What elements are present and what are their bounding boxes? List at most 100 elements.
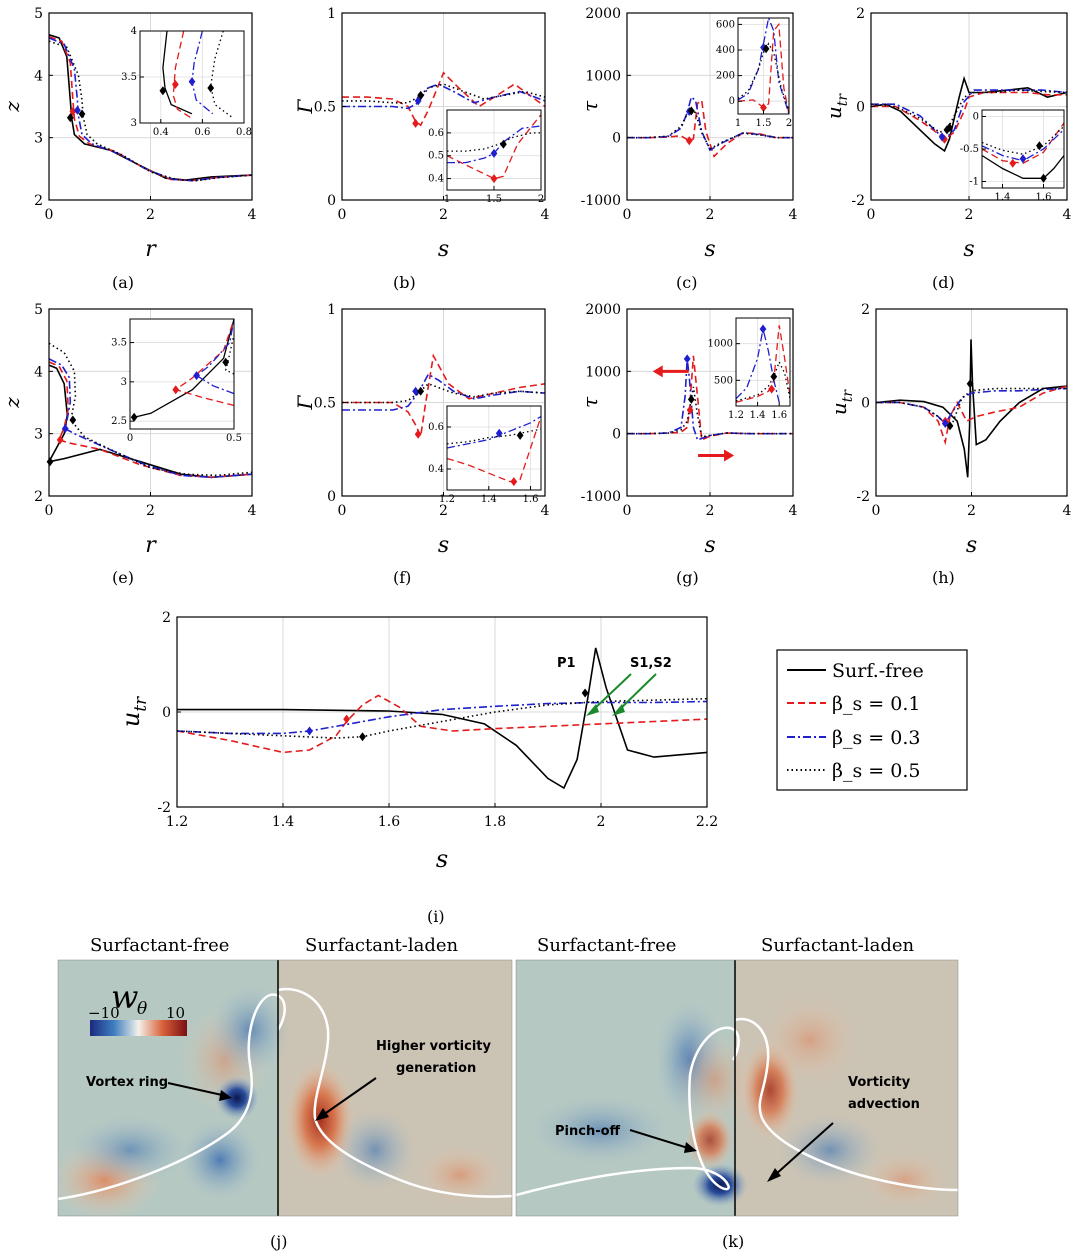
annotation-vorticity-1: Vorticity: [848, 1075, 911, 1090]
series-line: [446, 416, 542, 483]
x-tick-label: 0: [623, 207, 632, 223]
y-axis-label-main: z: [0, 101, 24, 113]
y-tick-label: 2: [861, 302, 870, 318]
y-axis-label-main: τ: [578, 396, 602, 408]
y-tick-label: 2: [856, 6, 865, 22]
x-tick-label: 0.4: [153, 127, 169, 138]
series-line: [48, 358, 253, 479]
y-axis-label-sub: tr: [130, 696, 150, 712]
x-axis-label: s: [438, 533, 449, 558]
marker-diamond: [359, 732, 366, 742]
series-line: [176, 694, 708, 754]
x-tick-label: 2: [597, 814, 606, 830]
y-axis-label: Γ: [293, 98, 317, 114]
chart-f: 0 2 4 0 0.5 1 s Γ 1.2 1.4 1.6 0.4 0.6: [293, 302, 550, 558]
series-line: [627, 386, 793, 438]
y-tick-label: 3: [121, 377, 127, 388]
plot-area: [447, 406, 541, 490]
x-axis-label-main: s: [704, 237, 715, 262]
x-tick-label: 4: [248, 503, 257, 519]
series-line: [176, 697, 708, 739]
y-tick-label: 600: [716, 19, 735, 30]
x-tick-label: 0.5: [226, 433, 242, 444]
y-tick-label: 3: [34, 131, 43, 147]
x-tick-label: 1.4: [481, 494, 497, 505]
marker-diamond: [687, 394, 695, 404]
x-tick-label: 0: [623, 503, 632, 519]
y-axis-label-main: u: [822, 106, 846, 119]
series-line: [871, 91, 1067, 141]
y-tick-label: 0.5: [314, 396, 336, 412]
marker-diamond: [159, 86, 167, 96]
marker-diamond: [516, 430, 524, 440]
x-axis-label-main: s: [704, 533, 715, 558]
marker-diamond: [343, 714, 350, 724]
panel-k-vorticity: Surfactant-free Surfactant-laden Pinch-o…: [515, 935, 959, 1217]
plot-frame: [446, 405, 542, 491]
x-tick-label: 4: [1063, 207, 1072, 223]
x-tick-label: 0: [338, 503, 347, 519]
x-tick-label: 0: [127, 433, 133, 444]
y-tick-label: 0: [327, 489, 336, 505]
y-axis-label-main: u: [117, 712, 145, 727]
x-tick-label: 1.2: [439, 494, 455, 505]
x-tick-label: 1.4: [750, 410, 766, 421]
marker-diamond: [69, 106, 77, 116]
y-tick-label: 2000: [585, 302, 621, 318]
caption-c: (c): [676, 273, 697, 292]
y-tick-label: 3: [131, 118, 137, 129]
x-tick-label: 0: [338, 207, 347, 223]
arrow-head: [724, 449, 735, 462]
x-tick-label: 1: [735, 118, 741, 129]
y-tick-label: 0: [861, 396, 870, 412]
x-tick-label: 2: [967, 503, 976, 519]
x-axis-label: s: [966, 533, 977, 558]
plot-frame: [735, 317, 791, 407]
series-line: [177, 647, 708, 790]
y-tick-label: 0: [729, 96, 735, 107]
x-axis-label: s: [704, 533, 715, 558]
marker-diamond: [61, 424, 69, 434]
x-tick-label: 1.6: [1036, 192, 1052, 203]
inset-d: 1.4 1.6 -1 -0.5 0: [960, 109, 1065, 203]
series-line: [870, 75, 1068, 153]
chart-b: 0 2 4 0 0.5 1 s Γ 1 1.5 2 0.4 0.5 0.6: [293, 6, 550, 262]
series-line: [162, 30, 193, 115]
x-tick-label: 2: [439, 207, 448, 223]
x-tick-label: 2.2: [696, 814, 718, 830]
colorbar-title-sub: θ: [137, 999, 147, 1019]
x-tick-label: 2: [439, 503, 448, 519]
series-line: [981, 125, 1065, 155]
marker-diamond: [1019, 154, 1027, 164]
y-tick-label: 1: [327, 6, 336, 22]
x-axis-label: s: [963, 237, 974, 262]
x-axis-label-main: r: [145, 237, 157, 262]
x-tick-label: 1.4: [272, 814, 294, 830]
x-tick-label: 0.8: [236, 127, 252, 138]
colorbar: [90, 1020, 187, 1036]
y-tick-label: 1000: [708, 339, 733, 350]
series-line: [342, 373, 546, 411]
marker-diamond: [966, 379, 974, 389]
y-tick-label: 0: [612, 427, 621, 443]
legend-label-surf-free: Surf.-free: [832, 660, 924, 682]
marker-diamond: [946, 421, 954, 431]
annotation-vortex-ring: Vortex ring: [86, 1075, 168, 1090]
series-line: [446, 428, 542, 445]
marker-diamond: [495, 428, 503, 438]
marker-diamond: [66, 113, 74, 123]
caption-h: (h): [932, 568, 955, 587]
x-tick-label: 4: [541, 207, 550, 223]
x-tick-label: 0: [45, 207, 54, 223]
x-axis-label-main: s: [966, 533, 977, 558]
panel-k-title-free: Surfactant-free: [537, 935, 676, 956]
caption-i: (i): [427, 907, 445, 926]
x-tick-label: 1.6: [771, 410, 787, 421]
y-tick-label: 0: [162, 705, 171, 721]
green-arrow-s1: [586, 673, 632, 716]
y-tick-label: -0.5: [960, 144, 979, 155]
